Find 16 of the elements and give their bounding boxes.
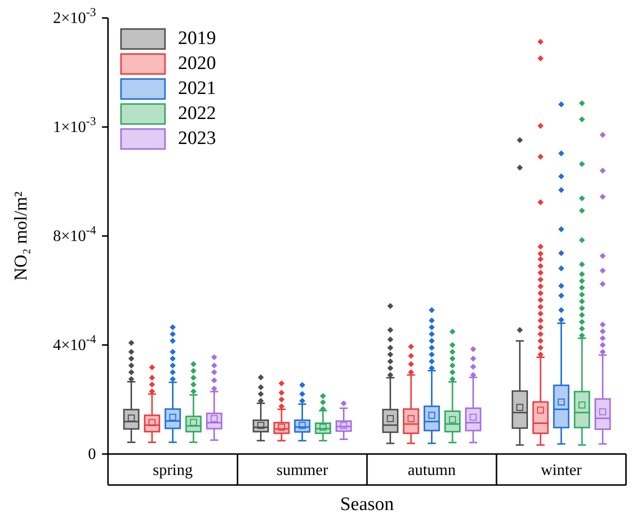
y-tick-label: 8×10$^{-4}$: [52, 223, 96, 245]
x-axis-title: Season: [340, 494, 394, 515]
y-tick-label: 1×10$^{-3}$: [52, 114, 96, 136]
legend-label: 2020: [178, 52, 216, 74]
legend-label: 2021: [178, 78, 216, 100]
y-axis-title: NO₂ mol/m²: [10, 191, 30, 281]
legend-label: 2023: [178, 128, 216, 150]
x-tick-label: winter: [540, 462, 582, 479]
x-tick-label: autumn: [408, 462, 456, 479]
legend-label: 2022: [178, 102, 216, 124]
x-tick-label: summer: [276, 462, 329, 479]
legend-label: 2019: [178, 28, 216, 50]
y-tick-label: 2×10$^{-3}$: [52, 5, 96, 27]
y-tick-label: 0: [88, 446, 96, 463]
y-tick-label: 4×10$^{-4}$: [52, 332, 96, 354]
x-tick-label: spring: [152, 462, 193, 479]
